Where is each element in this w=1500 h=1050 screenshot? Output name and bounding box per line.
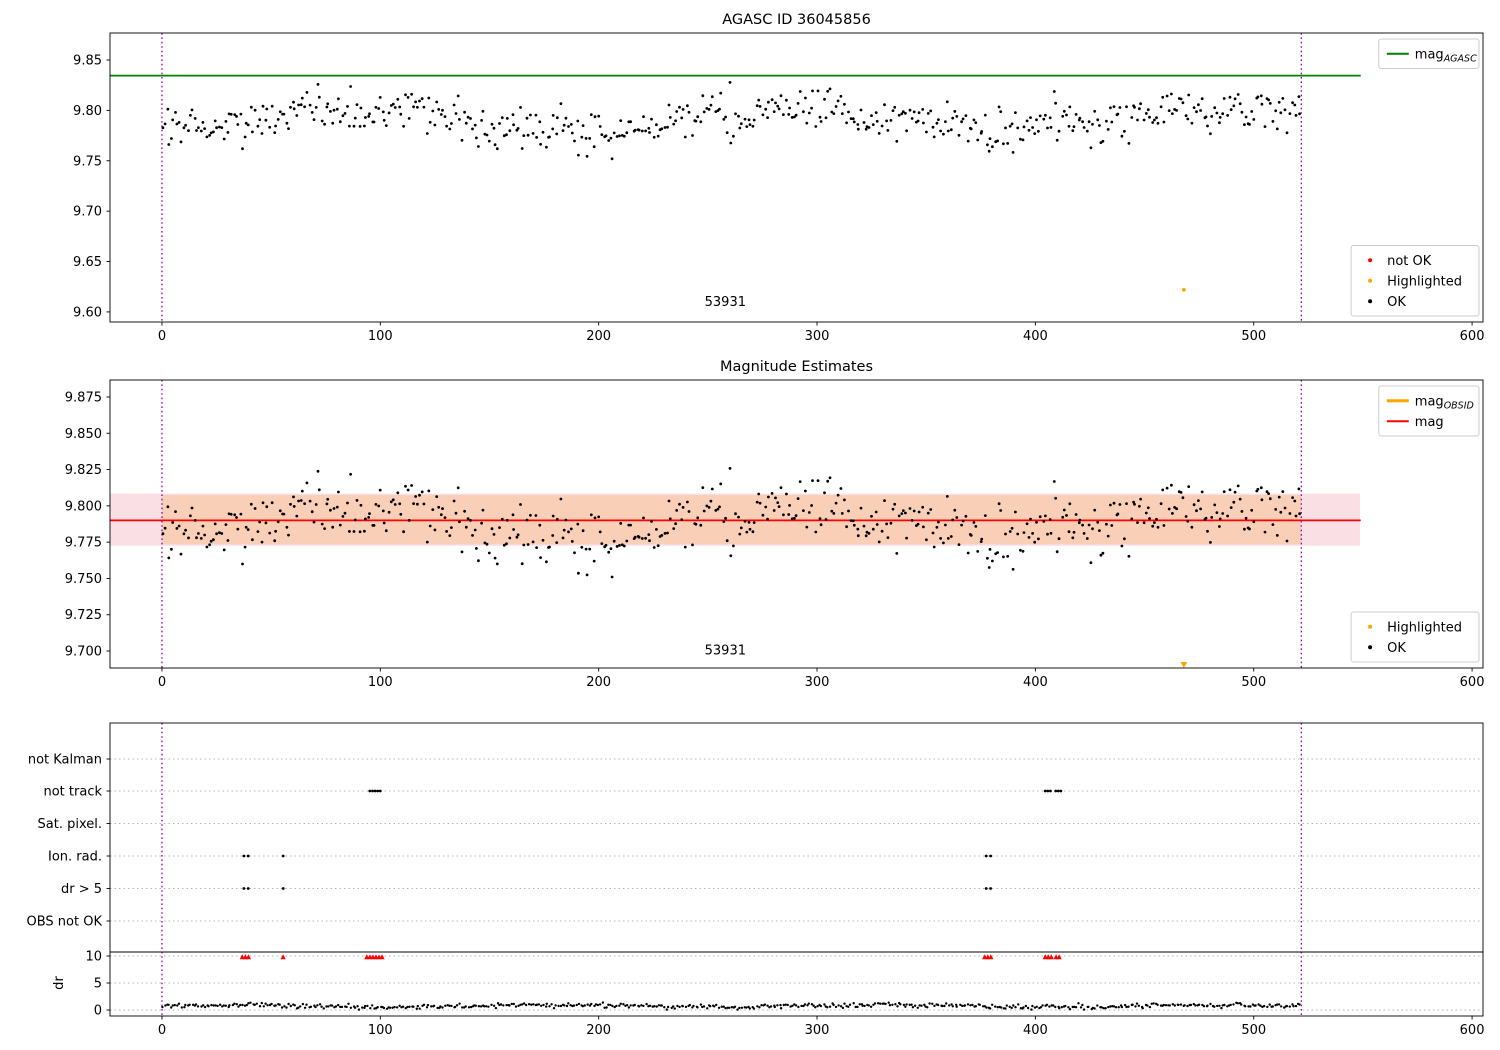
legend-item-label: not OK — [1387, 254, 1432, 269]
highlighted-point — [1181, 287, 1186, 292]
x-tick-label: 400 — [1023, 329, 1048, 344]
x-tick-label: 600 — [1460, 675, 1485, 690]
x-tick-label: 100 — [368, 1023, 393, 1038]
axes-frame — [109, 32, 1484, 323]
y-tick-label: 9.725 — [65, 608, 102, 623]
legend-dot-swatch — [1368, 645, 1373, 650]
x-tick-label: 500 — [1241, 675, 1266, 690]
x-tick-label: 600 — [1460, 329, 1485, 344]
y-tick-label: 9.60 — [73, 305, 102, 320]
chart-mag_estimates: 0 100 200 300 400 500 600 9.875 9.850 9.825 9.800 9… — [65, 359, 1485, 690]
x-tick-label: 0 — [158, 1023, 166, 1038]
y-tick-label: 9.700 — [65, 645, 102, 660]
x-tick-label: 300 — [805, 675, 830, 690]
flag-row-label: not Kalman — [28, 753, 102, 768]
x-tick-label: 100 — [368, 675, 393, 690]
dr-trace-points — [161, 1001, 1301, 1011]
y-tick-label: 9.75 — [73, 154, 102, 169]
y-tick-label: 9.775 — [65, 536, 102, 551]
chart-title: AGASC ID 36045856 — [722, 12, 871, 28]
x-tick-label: 200 — [586, 1023, 611, 1038]
legend: magAGASC — [1378, 38, 1480, 69]
obsid-annotation: 53931 — [705, 295, 746, 310]
legend-item-label: OK — [1387, 641, 1406, 656]
dr-tick-label: 10 — [85, 950, 102, 965]
chart-agasc_mag: 0 100 200 300 400 500 600 9.85 9.80 9.75 9.70 9.65 9… — [73, 12, 1484, 344]
legend-item-label: OK — [1387, 295, 1406, 310]
y-tick-label: 9.85 — [73, 54, 102, 69]
x-tick-label: 200 — [586, 675, 611, 690]
y-tick-label: 9.80 — [73, 104, 102, 119]
legend-box — [1378, 38, 1480, 69]
x-tick-label: 500 — [1241, 329, 1266, 344]
legend-item-label: mag — [1415, 415, 1444, 430]
legend-item-label: Highlighted — [1387, 274, 1462, 289]
y-tick-label: 9.750 — [65, 572, 102, 587]
legend-dot-swatch — [1368, 624, 1373, 629]
flag-markers-dr-5 — [242, 887, 992, 890]
flag-row-label: dr > 5 — [61, 882, 102, 897]
x-tick-label: 0 — [158, 675, 166, 690]
axes-frame — [109, 379, 1484, 669]
legend: Highlighted OK — [1350, 611, 1480, 663]
flag-row-label: Sat. pixel. — [38, 817, 102, 832]
legend-box — [1350, 245, 1480, 317]
legend-item-label: Highlighted — [1387, 620, 1462, 635]
x-tick-label: 400 — [1023, 1023, 1048, 1038]
legend-dot-swatch — [1368, 278, 1373, 283]
flag-markers-ion-rad- — [242, 854, 992, 858]
legend-dot-swatch — [1368, 299, 1373, 304]
x-tick-label: 400 — [1023, 675, 1048, 690]
scatter-points — [161, 81, 1301, 161]
flag-row-label: OBS not OK — [27, 915, 103, 930]
legend-dot-swatch — [1368, 258, 1373, 263]
clipped-dr-points — [239, 954, 1062, 960]
obsid-annotation: 53931 — [705, 644, 746, 659]
highlighted-point — [1180, 662, 1188, 669]
y-tick-label: 9.825 — [65, 463, 102, 478]
x-tick-label: 500 — [1241, 1023, 1266, 1038]
dr-axis-label: dr — [52, 976, 67, 990]
y-tick-label: 9.850 — [65, 427, 102, 442]
axes-frame — [109, 722, 1484, 1017]
legend-box — [1378, 385, 1480, 437]
legend: not OK Highlighted OK — [1350, 245, 1480, 317]
flag-row-label: Ion. rad. — [48, 850, 102, 865]
y-tick-label: 9.875 — [65, 390, 102, 405]
flag-markers-not-track — [368, 789, 1063, 793]
chart-title: Magnitude Estimates — [720, 359, 873, 375]
dr-tick-label: 0 — [94, 1004, 102, 1019]
flag-row-label: not track — [43, 785, 102, 800]
x-tick-label: 100 — [368, 329, 393, 344]
dr-tick-label: 5 — [94, 977, 102, 992]
x-tick-label: 300 — [805, 329, 830, 344]
legend-box — [1350, 611, 1480, 663]
y-tick-label: 9.800 — [65, 499, 102, 514]
y-tick-label: 9.65 — [73, 255, 102, 270]
x-tick-label: 200 — [586, 329, 611, 344]
x-tick-label: 300 — [805, 1023, 830, 1038]
y-tick-label: 9.70 — [73, 205, 102, 220]
x-tick-label: 0 — [158, 329, 166, 344]
scatter-points — [161, 467, 1301, 579]
x-tick-label: 600 — [1460, 1023, 1485, 1038]
